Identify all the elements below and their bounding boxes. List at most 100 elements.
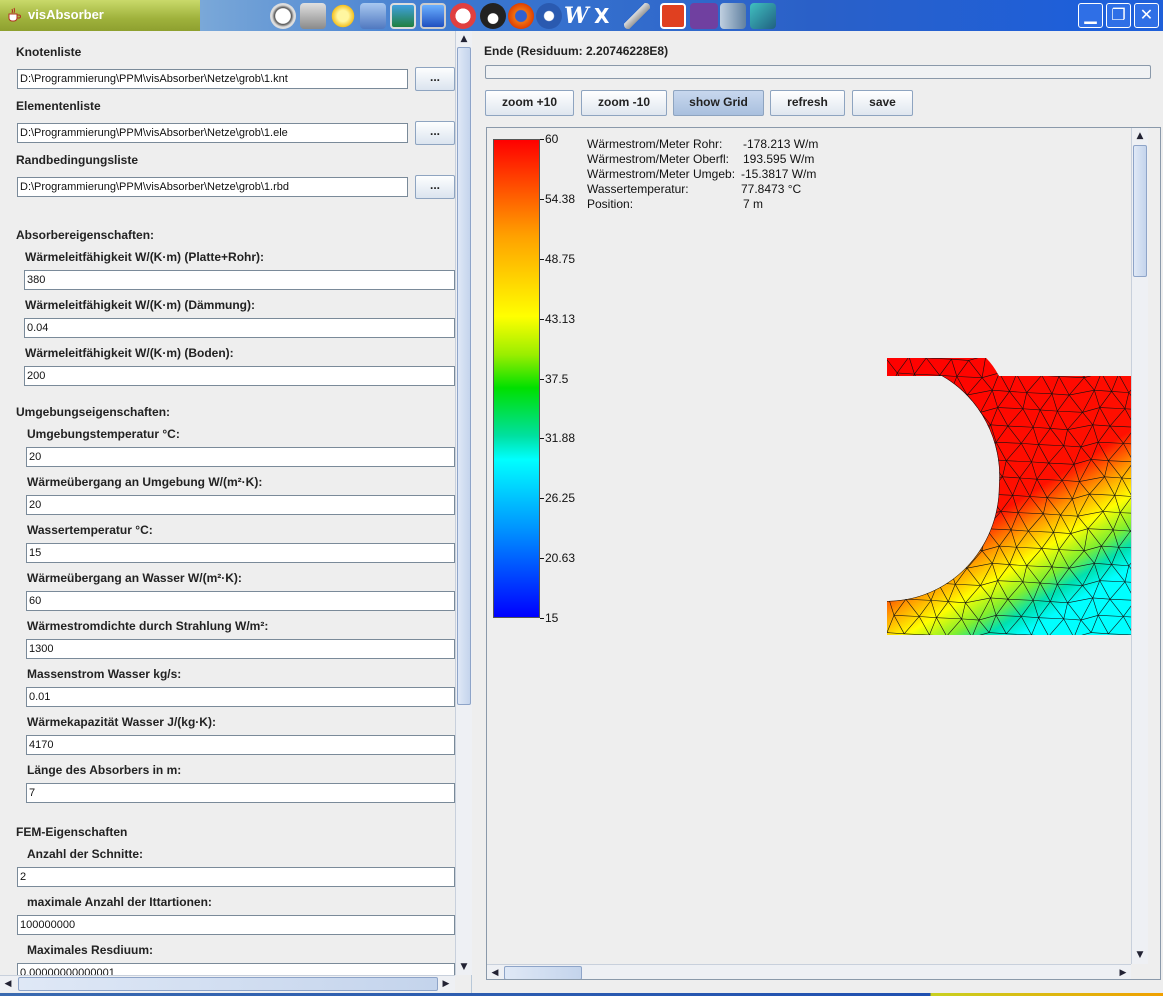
mesh-edge	[1090, 615, 1099, 633]
mesh-edge	[959, 464, 973, 481]
randbedingungsliste-browse-button[interactable]: ...	[415, 175, 455, 199]
calendar-icon[interactable]	[450, 3, 476, 29]
mesh-edge	[990, 424, 997, 443]
fem-viewport[interactable]: 60 54.38 48.75 43.13 37.5 31.88 26.25 20.63 15 W…	[486, 127, 1161, 980]
scroll-left-arrow-icon[interactable]: ◀	[4, 979, 12, 989]
close-button[interactable]: ✕	[1134, 3, 1159, 28]
viewport-scroll-left-icon[interactable]: ◀	[491, 968, 499, 978]
fem-param-field[interactable]: 0.00000000000001	[17, 963, 455, 975]
settings-horizontal-scrollbar[interactable]: ◀ ▶	[0, 975, 455, 992]
mesh-edge	[1029, 479, 1038, 497]
mesh-edge	[991, 563, 998, 581]
house-icon[interactable]	[360, 3, 386, 29]
mesh-edge	[1111, 391, 1126, 409]
minimize-button[interactable]: ▁	[1078, 3, 1103, 28]
fem-param-label: maximale Anzahl der Ittartionen:	[27, 895, 212, 909]
mesh-edge	[1032, 582, 1041, 601]
mesh-edge	[1097, 442, 1109, 461]
mesh-edge	[1021, 616, 1032, 635]
scroll-down-arrow-icon[interactable]: ▼	[460, 962, 468, 972]
umgebung-param-field[interactable]: 1300	[26, 639, 455, 659]
umgebung-param-field[interactable]: 60	[26, 591, 455, 611]
show-grid-button[interactable]: show Grid	[673, 90, 764, 116]
fem-param-field[interactable]: 100000000	[17, 915, 455, 935]
picture-icon[interactable]	[390, 3, 416, 29]
viewport-scroll-up-icon[interactable]: ▲	[1136, 131, 1144, 141]
monitor-icon[interactable]	[420, 3, 446, 29]
mesh-edge	[1006, 460, 1020, 479]
firefox-icon[interactable]	[508, 3, 534, 29]
clock-icon[interactable]	[270, 3, 296, 29]
absorber-param-field[interactable]: 0.04	[24, 318, 455, 338]
cubes-icon[interactable]	[750, 3, 776, 29]
viewport-scroll-right-icon[interactable]: ▶	[1119, 968, 1127, 978]
mesh-edge	[1123, 427, 1132, 444]
mesh-edge	[1026, 548, 1042, 566]
building-icon[interactable]	[720, 3, 746, 29]
excel-icon[interactable]: X	[594, 4, 610, 28]
umgebung-param-field[interactable]: 7	[26, 783, 455, 803]
mesh-edge	[1009, 391, 1027, 393]
mesh-edge	[1104, 476, 1116, 496]
umgebung-param-field[interactable]: 20	[26, 495, 455, 515]
settings-vertical-scrollbar[interactable]: ▲ ▼	[455, 31, 472, 975]
mesh-edge	[954, 410, 966, 430]
refresh-button[interactable]: refresh	[770, 90, 845, 116]
knotenliste-browse-button[interactable]: ...	[415, 67, 455, 91]
mesh-edge	[992, 389, 1010, 392]
umgebung-param-field[interactable]: 0.01	[26, 687, 455, 707]
thunderbird-icon[interactable]	[536, 3, 562, 29]
penguin-icon[interactable]	[480, 3, 506, 29]
mesh-edge	[1038, 444, 1049, 464]
mesh-edge	[1028, 530, 1054, 533]
colorbar-tick-label: 37.5	[545, 371, 569, 386]
knotenliste-field[interactable]: D:\Programmierung\PPM\visAbsorber\Netze\…	[17, 69, 408, 89]
absorber-param-field[interactable]: 380	[24, 270, 455, 290]
elementenliste-browse-button[interactable]: ...	[415, 121, 455, 145]
mesh-edge	[951, 359, 958, 377]
mesh-edge	[925, 530, 940, 549]
mesh-edge	[1080, 597, 1094, 621]
mesh-edge	[1114, 495, 1121, 513]
recycle-bin-icon[interactable]	[300, 3, 326, 29]
mesh-edge	[948, 601, 962, 620]
scroll-up-arrow-icon[interactable]: ▲	[460, 34, 468, 44]
mesh-edge	[981, 372, 1000, 379]
mesh-edge	[1094, 563, 1112, 565]
zoom-in-button[interactable]: zoom +10	[485, 90, 574, 116]
mesh-edge	[966, 377, 983, 396]
window-thumb-icon[interactable]	[690, 3, 718, 29]
sun-icon[interactable]	[330, 3, 356, 29]
randbedingungsliste-field[interactable]: D:\Programmierung\PPM\visAbsorber\Netze\…	[17, 177, 408, 197]
umgebung-param-field[interactable]: 4170	[26, 735, 455, 755]
settings-vertical-thumb[interactable]	[457, 47, 471, 705]
umgebung-param-field[interactable]: 20	[26, 447, 455, 467]
scroll-right-arrow-icon[interactable]: ▶	[442, 979, 450, 989]
mesh-edge	[1019, 461, 1032, 479]
viewport-vertical-scrollbar[interactable]: ▲ ▼	[1131, 128, 1148, 964]
save-button[interactable]: save	[852, 90, 913, 116]
mesh-edge	[1036, 462, 1049, 480]
viewport-horizontal-scrollbar[interactable]: ◀ ▶	[487, 964, 1131, 979]
settings-horizontal-thumb[interactable]	[18, 977, 438, 991]
mesh-edge	[897, 545, 915, 548]
zoom-out-button[interactable]: zoom -10	[581, 90, 667, 116]
viewport-scroll-down-icon[interactable]: ▼	[1136, 950, 1144, 960]
mesh-edge	[965, 602, 980, 621]
mesh-edge	[1002, 476, 1013, 496]
mesh-edge	[1069, 563, 1095, 569]
umgebung-param-field[interactable]: 15	[26, 543, 455, 563]
elementenliste-field[interactable]: D:\Programmierung\PPM\visAbsorber\Netze\…	[17, 123, 408, 143]
key-icon[interactable]	[624, 3, 650, 29]
mesh-edge	[1121, 477, 1132, 480]
viewport-horizontal-thumb[interactable]	[504, 966, 582, 979]
powerpoint-icon[interactable]	[660, 3, 686, 29]
fem-param-field[interactable]: 2	[17, 867, 455, 887]
word-icon[interactable]: W	[564, 3, 589, 29]
mesh-edge	[961, 618, 973, 635]
mesh-edge	[1083, 528, 1089, 551]
viewport-vertical-thumb[interactable]	[1133, 145, 1147, 277]
absorber-param-field[interactable]: 200	[24, 366, 455, 386]
maximize-button[interactable]: ❐	[1106, 3, 1131, 28]
mesh-edge	[1087, 511, 1104, 529]
